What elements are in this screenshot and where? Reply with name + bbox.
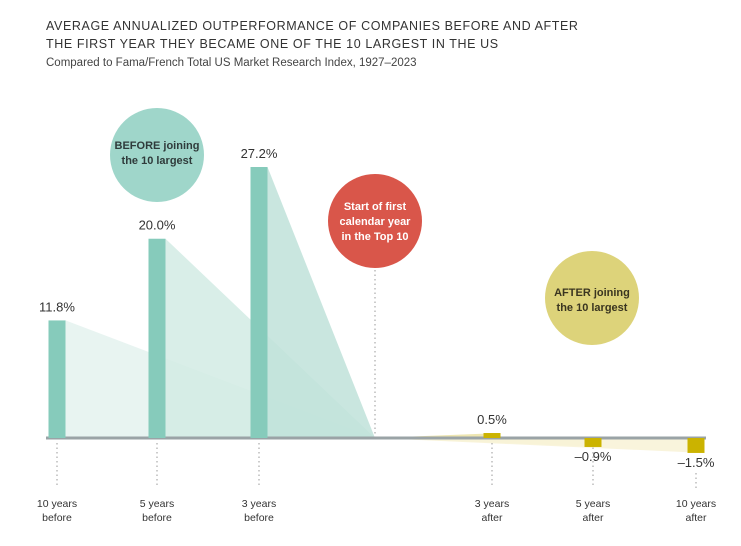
tick-label-3-years-after-line1: 3 years: [475, 498, 509, 510]
before-bubble-line1: BEFORE joining: [115, 140, 200, 152]
chart-subtitle: Compared to Fama/French Total US Market …: [46, 57, 417, 69]
value-label-3-years-after: 0.5%: [477, 412, 507, 427]
value-label-10-years-before: 11.8%: [39, 299, 75, 314]
after-bubble: AFTER joining the 10 largest: [545, 251, 639, 345]
chart-title-line2: THE FIRST YEAR THEY BECAME ONE OF THE 10…: [46, 37, 499, 51]
bar-10-years-after: [687, 438, 705, 453]
fan-10-years-after: [375, 438, 705, 453]
tick-label-10-years-before-line1: 10 years: [37, 498, 77, 510]
tick-label-10-years-after-line2: after: [685, 512, 707, 524]
bar-5-years-after: [584, 438, 602, 447]
start-bubble-circle: [328, 174, 422, 268]
value-label-5-years-after: –0.9%: [575, 449, 612, 464]
bar-5-years-before: [148, 238, 166, 438]
start-bubble-line3: in the Top 10: [341, 231, 408, 243]
tick-label-10-years-before-line2: before: [42, 512, 72, 524]
tick-label-3-years-after-line2: after: [481, 512, 503, 524]
bars: [48, 167, 705, 453]
after-bubble-line1: AFTER joining: [554, 287, 630, 299]
start-bubble-line2: calendar year: [340, 216, 412, 228]
chart-title-line1: AVERAGE ANNUALIZED OUTPERFORMANCE OF COM…: [46, 19, 579, 33]
tick-label-10-years-after-line1: 10 years: [676, 498, 716, 510]
value-labels: 11.8% 20.0% 27.2% 0.5% –0.9% –1.5%: [39, 146, 715, 470]
after-bubble-circle: [545, 251, 639, 345]
x-tick-labels: 10 years before 5 years before 3 years before…: [37, 498, 716, 524]
start-bubble-line1: Start of first: [344, 201, 407, 213]
bar-10-years-before: [48, 320, 66, 438]
tick-label-5-years-before-line1: 5 years: [140, 498, 174, 510]
value-label-5-years-before: 20.0%: [139, 218, 176, 233]
tick-label-3-years-before-line2: before: [244, 512, 274, 524]
value-label-10-years-after: –1.5%: [678, 455, 715, 470]
bar-3-years-after: [483, 433, 501, 438]
tick-label-5-years-after-line2: after: [582, 512, 604, 524]
fan-shading: [65, 167, 705, 453]
fan-3-years-before: [267, 167, 375, 438]
before-bubble-line2: the 10 largest: [122, 155, 193, 167]
start-bubble: Start of first calendar year in the Top …: [328, 174, 422, 268]
value-label-3-years-before: 27.2%: [241, 146, 278, 161]
period-markers: [56, 270, 697, 488]
after-bubble-line2: the 10 largest: [557, 302, 628, 314]
tick-label-5-years-before-line2: before: [142, 512, 172, 524]
before-bubble-circle: [110, 108, 204, 202]
tick-label-3-years-before-line1: 3 years: [242, 498, 276, 510]
before-bubble: BEFORE joining the 10 largest: [110, 108, 204, 202]
tick-label-5-years-after-line1: 5 years: [576, 498, 610, 510]
bar-3-years-before: [250, 167, 268, 438]
